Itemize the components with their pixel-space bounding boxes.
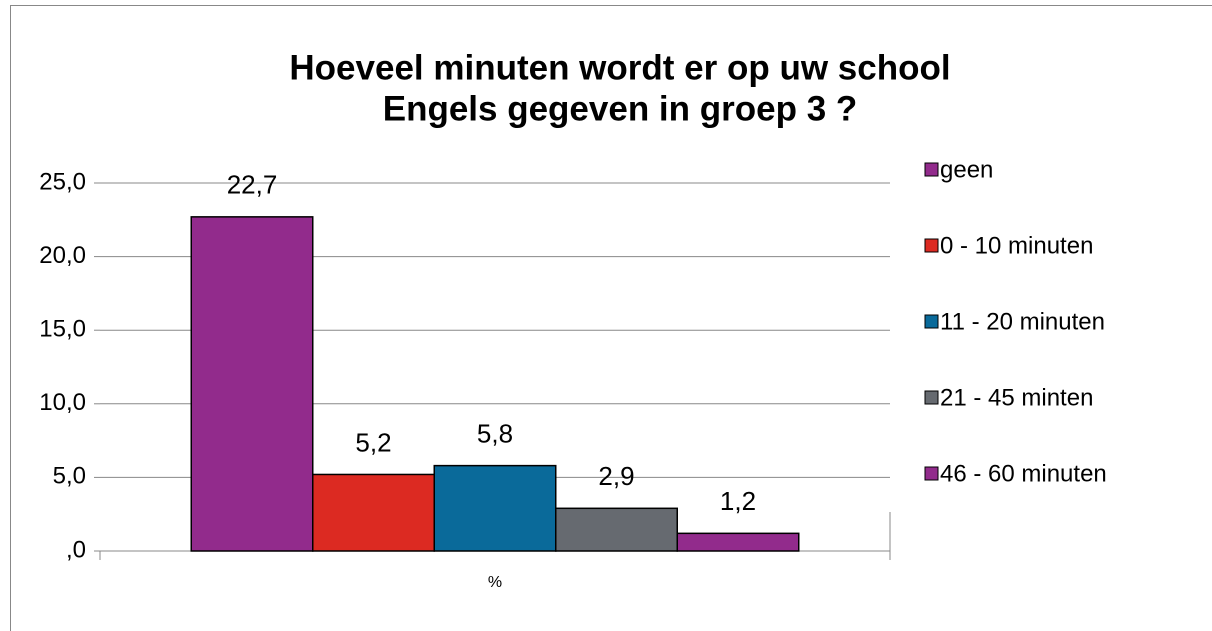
data-label: 22,7	[227, 170, 278, 200]
bar	[676, 532, 800, 552]
data-label: 5,2	[355, 427, 391, 457]
legend-swatch	[924, 466, 939, 481]
y-tick-label: 25,0	[39, 168, 86, 195]
bar	[312, 473, 435, 552]
y-tick-label: 15,0	[39, 316, 86, 343]
chart-title: Engels gegeven in groep 3 ?	[383, 89, 858, 128]
legend-label: 46 - 60 minuten	[940, 460, 1107, 487]
legend-swatch	[924, 162, 939, 177]
y-tick-label: 5,0	[53, 463, 86, 490]
legend-swatch	[924, 314, 939, 329]
bar	[190, 216, 314, 552]
y-tick-label: 20,0	[39, 242, 86, 269]
legend-swatch	[924, 238, 939, 253]
bar	[555, 507, 678, 552]
y-tick-label: 10,0	[39, 389, 86, 416]
data-label: 1,2	[720, 486, 756, 516]
legend-label: 21 - 45 minten	[940, 384, 1093, 411]
legend-label: 11 - 20 minuten	[940, 308, 1105, 335]
legend-label: 0 - 10 minuten	[940, 232, 1093, 259]
y-tick-label: ,0	[66, 536, 86, 563]
data-label: 5,8	[477, 418, 513, 448]
data-label: 2,9	[598, 461, 634, 491]
legend-label: geen	[940, 156, 993, 183]
x-tick-label: %	[488, 574, 502, 591]
chart-title: Hoeveel minuten wordt er op uw school	[289, 48, 950, 87]
legend-swatch	[924, 390, 939, 405]
bar	[433, 464, 557, 552]
